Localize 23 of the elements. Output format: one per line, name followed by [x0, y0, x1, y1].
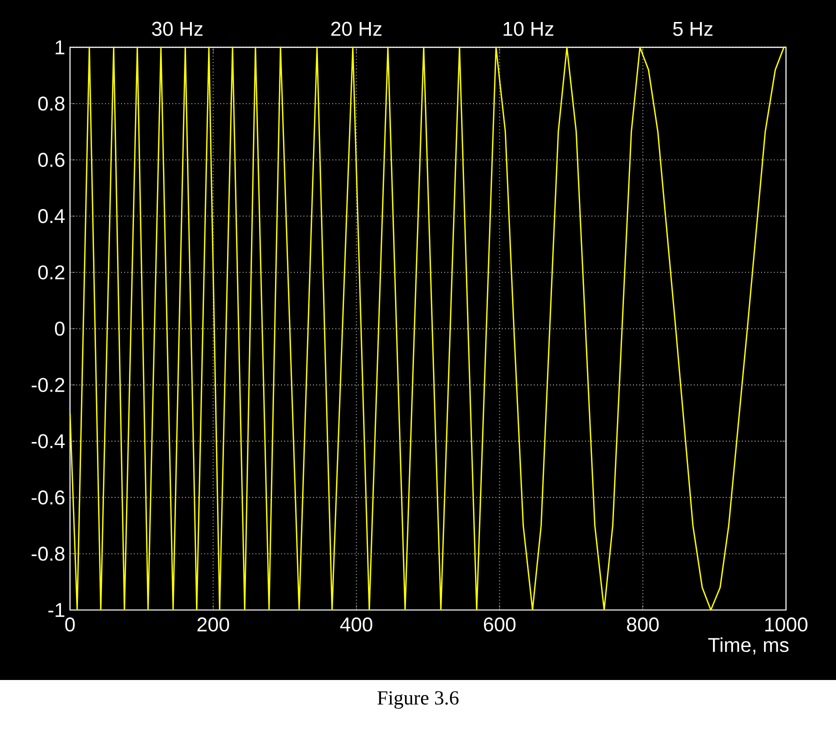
x-tick-label: 1000 — [765, 617, 808, 632]
y-tick-label: 1 — [56, 40, 64, 54]
y-tick-label: -0.6 — [32, 490, 64, 505]
text: 10 Hz — [504, 22, 554, 36]
text: 5 Hz — [673, 22, 712, 36]
x-axis-title: Time, ms — [708, 637, 789, 654]
x-tick-label: 200 — [198, 617, 230, 632]
caption: Figure 3.6 — [377, 691, 459, 709]
y-tick-label: -0.4 — [32, 434, 65, 448]
x-tick-label: 400 — [340, 617, 372, 632]
y-tick-label: -1 — [48, 603, 64, 617]
text: 20 Hz — [331, 22, 382, 36]
y-tick-label: -0.8 — [32, 546, 64, 561]
y-tick-label: 0.4 — [38, 209, 65, 224]
y-tick-label: 0.8 — [38, 96, 64, 111]
x-tick-label: 600 — [484, 617, 516, 632]
x-tick-label: 0 — [65, 617, 75, 632]
x-tick-label: 800 — [626, 617, 659, 632]
text: 30 Hz — [152, 22, 202, 36]
y-tick-label: 0.2 — [38, 265, 64, 280]
y-tick-label: 0.6 — [38, 152, 64, 167]
y-tick-label: -0.2 — [32, 378, 64, 392]
y-tick-label: 0 — [54, 322, 64, 336]
